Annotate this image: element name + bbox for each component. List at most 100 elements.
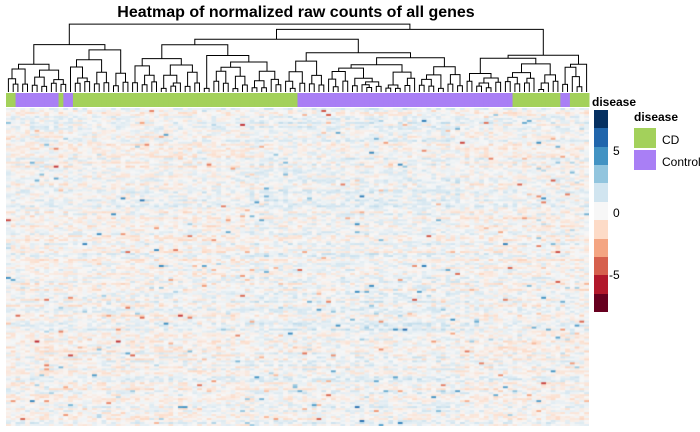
dendrogram-branch [504, 81, 511, 92]
dendrogram-branch [524, 82, 530, 92]
annotation-cell [479, 93, 485, 107]
annotation-cell [483, 93, 490, 107]
colorbar-block [594, 183, 608, 203]
annotation-cell [397, 93, 404, 107]
dendrogram-branch [552, 80, 559, 92]
dendrogram-branch [366, 87, 373, 92]
annotation-cell [316, 93, 322, 107]
annotation-cell [58, 93, 64, 107]
dendrogram-branch [318, 84, 325, 92]
dendrogram-branch [194, 38, 359, 53]
annotation-cell [120, 93, 126, 107]
dendrogram-branch [447, 83, 454, 92]
annotation-cell [550, 93, 557, 107]
dendrogram-branch [254, 80, 265, 88]
annotation-cell [517, 93, 523, 107]
annotation-cell [39, 93, 45, 107]
colorbar-block [594, 238, 608, 258]
dendrogram-branch [134, 65, 150, 83]
dendrogram-branch [308, 83, 315, 92]
annotation-cell [197, 93, 203, 107]
dendrogram-branch [96, 71, 107, 84]
dendrogram-branch [562, 83, 568, 92]
annotation-cell [249, 93, 255, 107]
annotation-cell [278, 93, 284, 107]
dendrogram-branch [564, 66, 577, 85]
dendrogram-branch [428, 85, 435, 92]
dendrogram-branch [485, 87, 492, 92]
annotation-cell [545, 93, 552, 107]
annotation-cell [388, 93, 394, 107]
dendrogram-branch [538, 89, 545, 92]
annotation-cell [182, 93, 189, 107]
dendrogram-branch [84, 81, 91, 92]
annotation-cell [560, 93, 566, 107]
chart-title: Heatmap of normalized raw counts of all … [117, 4, 475, 21]
annotation-cell [412, 93, 418, 107]
annotation-cell [34, 93, 40, 107]
dendrogram-branch [328, 78, 337, 92]
annotation-cell [326, 93, 332, 107]
annotation-cell [96, 93, 103, 107]
annotation-cell [354, 93, 361, 107]
annotation-cell [512, 93, 518, 107]
dendrogram-branch [361, 84, 370, 92]
annotation-cell [130, 93, 136, 107]
dendrogram-branch [365, 81, 380, 87]
annotation-cell [340, 93, 346, 107]
dendrogram-branch [469, 73, 492, 82]
dendrogram-branch [507, 76, 518, 84]
annotation-cell [502, 93, 509, 107]
dendrogram-branch [270, 78, 279, 92]
annotation-cell [359, 93, 365, 107]
annotation-cell [574, 93, 580, 107]
annotation-cell [469, 93, 475, 107]
annotation-cell [87, 93, 93, 107]
dendrogram-branch [39, 69, 60, 80]
dendrogram-branch [232, 88, 239, 92]
annotation-cell [273, 93, 279, 107]
annotation-cell [350, 93, 356, 107]
annotation-cell [345, 93, 351, 107]
dendrogram-branch [242, 84, 248, 92]
dendrogram-branch [222, 82, 229, 92]
annotation-cell [565, 93, 571, 107]
annotation-cell [526, 93, 533, 107]
annotation-cell [335, 93, 342, 107]
annotation-cell [555, 93, 561, 107]
annotation-cell [268, 93, 275, 107]
annotation-cell [292, 93, 298, 107]
dendrogram-branch [60, 83, 67, 92]
colorbar-block [594, 293, 608, 313]
annotation-cell [192, 93, 198, 107]
annotation-cell [225, 93, 232, 107]
annotation-cell [106, 93, 112, 107]
annotation-cell [216, 93, 222, 107]
legend-swatch-control [634, 150, 656, 170]
annotation-cell [445, 93, 451, 107]
dendrogram-branch [433, 66, 456, 75]
dendrogram-branch [385, 87, 392, 92]
annotation-cell [201, 93, 208, 107]
dendrogram-branch [521, 63, 551, 75]
dendrogram-branch [169, 64, 193, 76]
annotation-cell [455, 93, 461, 107]
annotation-cell [307, 93, 313, 107]
annotation-cell [541, 93, 547, 107]
annotation-cell [287, 93, 294, 107]
dendrogram-branch [418, 84, 425, 92]
annotation-cell [474, 93, 480, 107]
annotation-cell [178, 93, 184, 107]
annotation-cell [297, 93, 303, 107]
annotation-cell [426, 93, 432, 107]
annotation-cell [211, 93, 217, 107]
annotation-cell [579, 93, 585, 107]
annotation-cell [311, 93, 318, 107]
dendrogram-branch [12, 83, 19, 92]
annotation-cell [125, 93, 131, 107]
annotation-cell [421, 93, 428, 107]
annotation-cell [235, 93, 241, 107]
dendrogram-branch [76, 59, 103, 73]
